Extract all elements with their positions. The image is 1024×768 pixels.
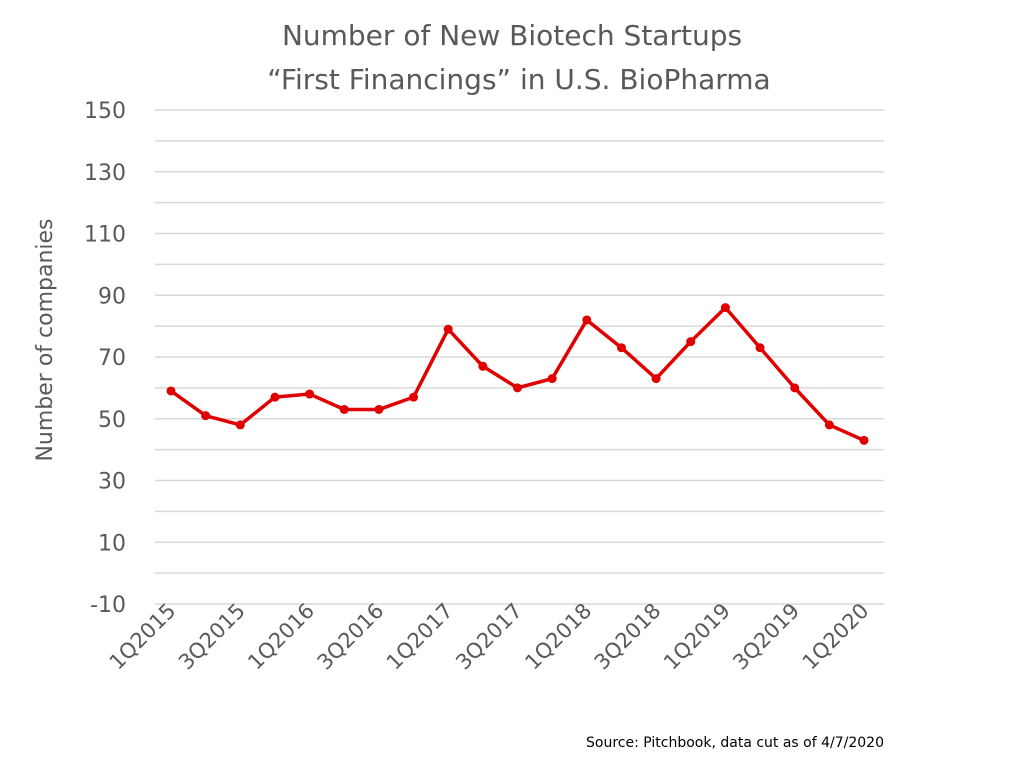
x-axis-ticks: 1Q20153Q20151Q20163Q20161Q20173Q20171Q20… <box>105 599 874 675</box>
y-tick-label: 30 <box>98 470 126 495</box>
data-point-1Q2018 <box>582 315 592 325</box>
data-point-3Q2019 <box>790 383 800 393</box>
series-layer <box>166 303 869 445</box>
y-tick-label: 130 <box>84 161 126 186</box>
y-tick-label: 150 <box>84 99 126 124</box>
data-point-1Q2016 <box>305 389 315 399</box>
x-tick-label: 3Q2018 <box>590 599 666 675</box>
data-point-3Q2018 <box>651 374 661 384</box>
data-point-1Q2015 <box>166 386 176 396</box>
y-tick-label: -10 <box>90 593 126 618</box>
source-note: Source: Pitchbook, data cut as of 4/7/20… <box>586 735 884 751</box>
data-point-4Q2015 <box>270 392 280 402</box>
data-point-3Q2016 <box>374 404 384 414</box>
gridlines <box>155 109 884 605</box>
data-point-3Q2017 <box>513 383 522 393</box>
data-point-4Q2017 <box>547 374 557 384</box>
x-tick-label: 1Q2016 <box>243 599 319 675</box>
x-tick-label: 3Q2015 <box>174 599 250 675</box>
series-line <box>169 305 865 442</box>
chart-title: Number of New Biotech Startups <box>282 19 742 52</box>
chart-subtitle: “First Financings” in U.S. BioPharma <box>267 63 770 96</box>
data-point-2Q2017 <box>478 361 488 371</box>
data-point-1Q2019 <box>720 303 730 313</box>
x-tick-label: 3Q2017 <box>451 599 527 675</box>
data-point-4Q2019 <box>824 420 834 430</box>
data-point-2Q2016 <box>339 404 349 414</box>
x-tick-label: 1Q2018 <box>520 599 596 675</box>
data-point-4Q2018 <box>686 337 696 347</box>
y-tick-label: 50 <box>98 408 126 433</box>
data-point-1Q2017 <box>443 324 453 334</box>
y-axis-title: Number of companies <box>33 218 58 461</box>
y-tick-label: 70 <box>98 346 126 371</box>
y-tick-label: 10 <box>98 531 126 556</box>
x-tick-label: 3Q2016 <box>313 599 389 675</box>
data-point-1Q2020 <box>859 435 869 445</box>
x-tick-label: 1Q2017 <box>382 599 458 675</box>
y-tick-label: 110 <box>84 223 126 248</box>
data-point-3Q2015 <box>235 420 245 430</box>
data-point-2Q2019 <box>755 343 765 353</box>
x-tick-label: 3Q2019 <box>728 599 804 675</box>
data-point-2Q2015 <box>201 411 211 421</box>
y-tick-label: 90 <box>98 284 126 309</box>
data-point-4Q2016 <box>409 392 419 402</box>
x-tick-label: 1Q2019 <box>659 599 735 675</box>
x-tick-label: 1Q2020 <box>798 599 874 675</box>
data-point-2Q2018 <box>616 343 626 353</box>
y-axis-ticks: -10 10 30 50 70 90 110 130 150 <box>84 99 126 618</box>
